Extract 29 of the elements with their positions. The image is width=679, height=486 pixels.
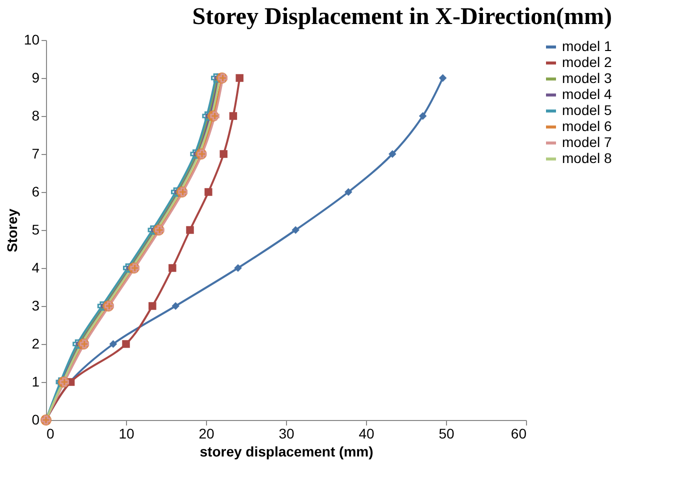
y-tick-label: 3 (32, 298, 40, 314)
legend-label: model 1 (562, 38, 612, 54)
chart-title: Storey Displacement in X-Direction(mm) (192, 4, 612, 30)
legend-label: model 5 (562, 102, 612, 118)
legend-label: model 6 (562, 118, 612, 134)
legend-label: model 2 (562, 54, 612, 70)
y-tick-label: 10 (24, 32, 40, 48)
y-tick-label: 0 (32, 412, 40, 428)
y-tick-label: 7 (32, 146, 40, 162)
legend-label: model 4 (562, 86, 612, 102)
legend-label: model 3 (562, 70, 612, 86)
y-axis-title: Storey (4, 208, 20, 252)
x-tick-label: 60 (510, 426, 527, 442)
x-tick-label: 30 (278, 426, 294, 442)
x-tick-label: 0 (46, 426, 54, 442)
y-tick-label: 4 (32, 260, 40, 276)
x-tick-label: 10 (118, 426, 134, 442)
y-tick-label: 5 (32, 222, 40, 238)
y-tick-label: 9 (32, 70, 40, 86)
legend-label: model 7 (562, 134, 612, 150)
y-tick-label: 6 (32, 184, 40, 200)
y-tick-label: 1 (32, 374, 40, 390)
y-tick-label: 2 (32, 336, 40, 352)
legend-label: model 8 (562, 150, 612, 166)
x-tick-label: 20 (198, 426, 214, 442)
x-tick-label: 50 (438, 426, 454, 442)
x-axis-title: storey displacement (mm) (200, 444, 374, 460)
x-tick-label: 40 (358, 426, 374, 442)
y-tick-label: 8 (32, 108, 40, 124)
